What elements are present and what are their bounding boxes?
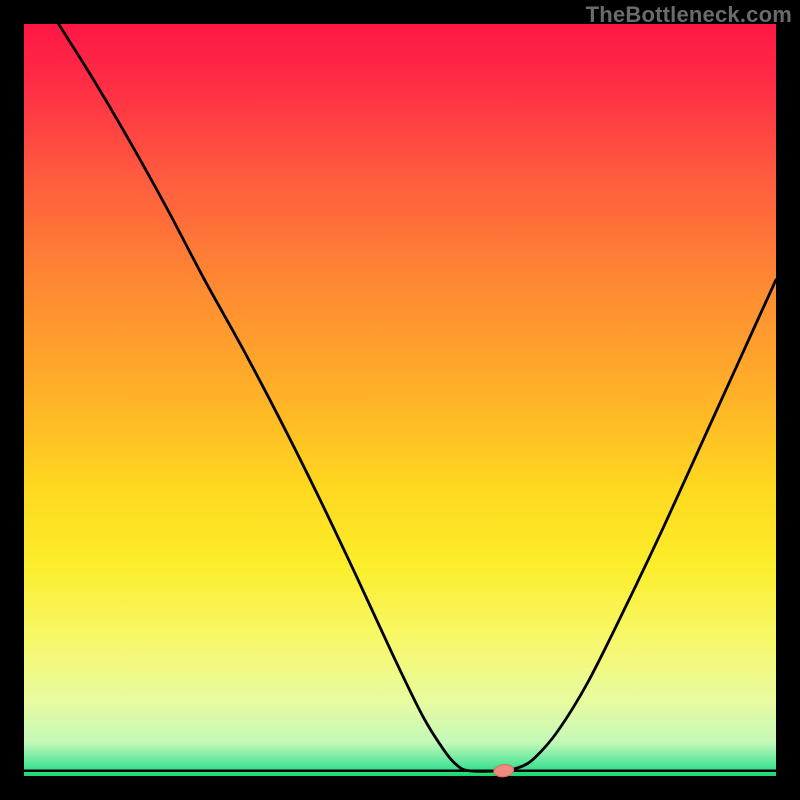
chart-root: TheBottleneck.com	[0, 0, 800, 800]
chart-svg	[0, 0, 800, 800]
plot-gradient-background	[24, 24, 776, 776]
